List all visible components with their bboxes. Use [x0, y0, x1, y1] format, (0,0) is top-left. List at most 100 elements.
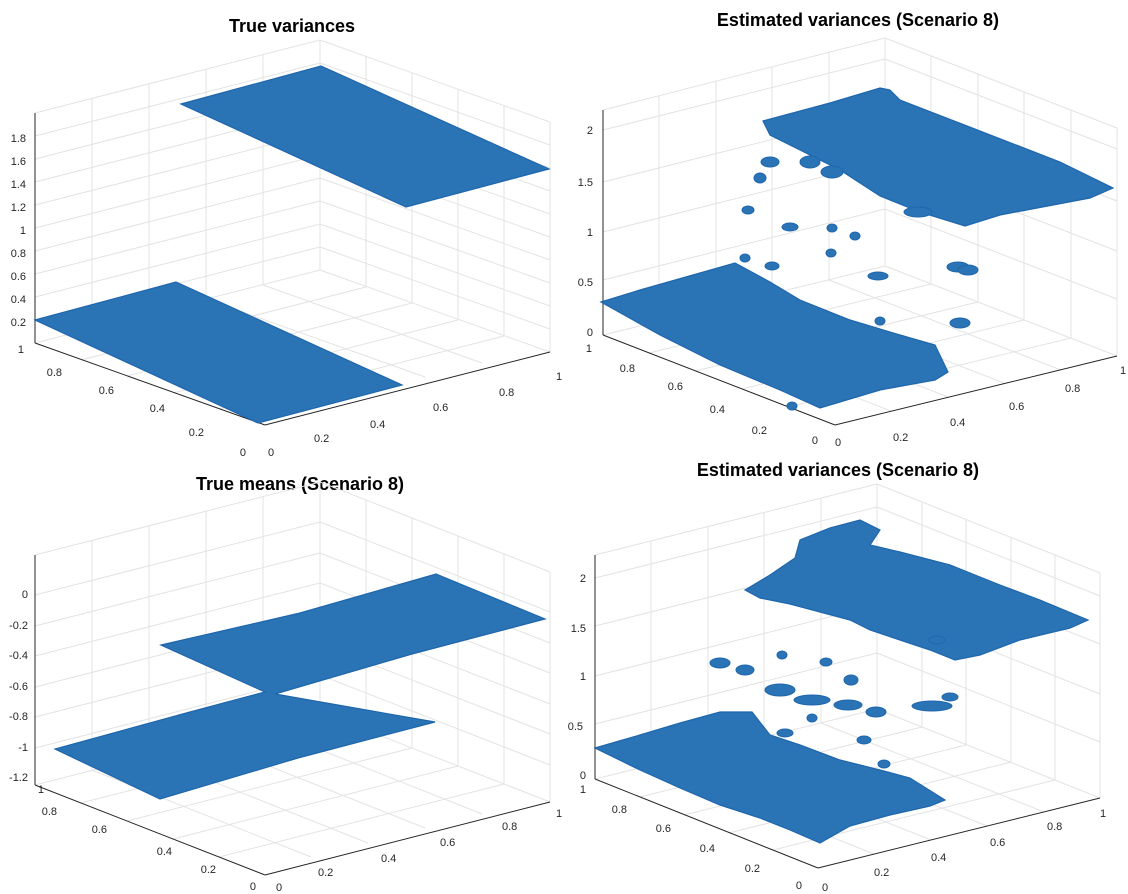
x-axis-ticks: 0 0.2 0.4 0.6 0.8 1 [822, 808, 1106, 894]
y-axis-ticks: 1 0.8 0.6 0.4 0.2 0 [18, 344, 246, 459]
panel-title: True variances [229, 16, 355, 36]
high-variance-surface [179, 65, 551, 208]
y-tick-label: 0.6 [656, 823, 671, 835]
y-tick-label: 0.2 [752, 425, 767, 437]
y-axis-ticks: 1 0.8 0.6 0.4 0.2 0 [38, 784, 256, 893]
y-tick-label: 0.8 [42, 806, 57, 818]
y-tick-label: 1 [580, 784, 586, 796]
y-tick-label: 0 [812, 435, 818, 447]
panel-title: Estimated variances (Scenario 8) [697, 460, 979, 480]
z-tick-label: 1.4 [11, 179, 26, 191]
x-tick-label: 1 [1100, 808, 1106, 820]
x-tick-label: 0.6 [990, 837, 1005, 849]
x-tick-label: 0.4 [931, 852, 946, 864]
z-tick-label: -0.4 [9, 650, 28, 662]
scatter-series [53, 573, 547, 800]
x-tick-label: 0.8 [1047, 821, 1062, 833]
panel-estimated-variances-top: Estimated variances (Scenario 8) [578, 10, 1126, 449]
z-tick-label: -0.2 [9, 620, 28, 632]
x-tick-label: 0.6 [433, 402, 448, 414]
y-tick-label: 0.8 [612, 804, 627, 816]
z-tick-label: -0.8 [9, 711, 28, 723]
y-tick-label: 0 [796, 880, 802, 892]
z-tick-label: -0.6 [9, 681, 28, 693]
y-tick-label: 0.6 [92, 824, 107, 836]
y-axis-ticks: 1 0.8 0.6 0.4 0.2 0 [580, 784, 802, 892]
panel-true-means: True means (Scenario 8) [9, 474, 562, 894]
z-tick-label: 0 [587, 327, 593, 339]
x-tick-label: 0.6 [1009, 401, 1024, 413]
x-tick-label: 1 [1120, 365, 1126, 377]
mean-surface [53, 573, 547, 800]
panel-true-variances: True variances [11, 16, 562, 459]
y-tick-label: 0.4 [710, 404, 725, 416]
x-tick-label: 0.2 [318, 867, 333, 879]
x-tick-label: 0.6 [440, 837, 455, 849]
z-tick-label: 2 [587, 125, 593, 137]
z-tick-label: 1.5 [578, 177, 593, 189]
panel-estimated-variances-bottom: Estimated variances (Scenario 8) [568, 460, 1106, 894]
z-tick-label: -1 [18, 742, 28, 754]
x-tick-label: 0.4 [950, 417, 965, 429]
y-tick-label: 0.4 [157, 846, 172, 858]
x-tick-label: 0.8 [502, 821, 517, 833]
z-axis-ticks: -1.2 -1 -0.8 -0.6 -0.4 -0.2 0 [9, 589, 28, 784]
x-tick-label: 0.2 [893, 432, 908, 444]
low-variance-surface [33, 281, 404, 424]
x-tick-label: 0.4 [381, 853, 396, 865]
x-tick-label: 1 [556, 808, 562, 820]
z-tick-label: 0 [22, 589, 28, 601]
z-tick-label: 0.6 [11, 271, 26, 283]
scatter-series [593, 519, 1090, 844]
axis-lines [34, 113, 551, 426]
low-variance-surface [599, 262, 949, 409]
y-tick-label: 0.8 [47, 367, 62, 379]
high-variance-surface [743, 519, 1090, 661]
x-tick-label: 0 [822, 882, 828, 894]
z-tick-label: 0.5 [578, 277, 593, 289]
low-variance-surface [593, 711, 947, 844]
x-tick-label: 0 [276, 882, 282, 894]
y-tick-label: 1 [586, 343, 592, 355]
x-tick-label: 0 [835, 437, 841, 449]
x-tick-label: 0.8 [1065, 383, 1080, 395]
z-tick-label: 2 [580, 573, 586, 585]
x-tick-label: 0.4 [370, 419, 385, 431]
z-tick-label: 0 [580, 770, 586, 782]
axis-lines [602, 110, 1118, 426]
z-tick-label: -1.2 [9, 772, 28, 784]
y-tick-label: 0.4 [700, 843, 715, 855]
z-tick-label: 0.5 [568, 721, 583, 733]
axis-lines [594, 555, 1101, 869]
z-tick-label: 1.5 [571, 623, 586, 635]
y-tick-label: 0 [250, 881, 256, 893]
x-tick-label: 0.2 [314, 433, 329, 445]
y-tick-label: 0 [240, 447, 246, 459]
axis-lines [34, 555, 551, 876]
y-tick-label: 1 [38, 784, 44, 796]
y-tick-label: 0.4 [150, 403, 165, 415]
z-tick-label: 1 [20, 225, 26, 237]
x-tick-label: 0.8 [499, 387, 514, 399]
z-tick-label: 1 [580, 671, 586, 683]
z-axis-ticks: 0 0.5 1 1.5 2 [568, 573, 586, 782]
outlier-clusters [709, 635, 959, 769]
y-tick-label: 0.6 [668, 381, 683, 393]
z-tick-label: 1.6 [11, 156, 26, 168]
x-tick-label: 0 [268, 447, 274, 459]
x-tick-label: 1 [556, 371, 562, 383]
x-axis-ticks: 0 0.2 0.4 0.6 0.8 1 [276, 808, 562, 894]
z-tick-label: 1.2 [11, 202, 26, 214]
x-tick-label: 0.2 [874, 867, 889, 879]
z-tick-label: 0.4 [11, 294, 26, 306]
z-axis-ticks: 0 0.5 1 1.5 2 [578, 125, 593, 339]
y-tick-label: 0.8 [620, 363, 635, 375]
y-tick-label: 0.6 [99, 385, 114, 397]
y-tick-label: 0.2 [745, 863, 760, 875]
y-axis-ticks: 1 0.8 0.6 0.4 0.2 0 [586, 343, 818, 447]
z-axis-ticks: 0.2 0.4 0.6 0.8 1 1.2 1.4 1.6 1.8 [11, 133, 26, 329]
z-tick-label: 0.2 [11, 317, 26, 329]
y-tick-label: 1 [18, 344, 24, 356]
panel-title: True means (Scenario 8) [196, 474, 404, 494]
